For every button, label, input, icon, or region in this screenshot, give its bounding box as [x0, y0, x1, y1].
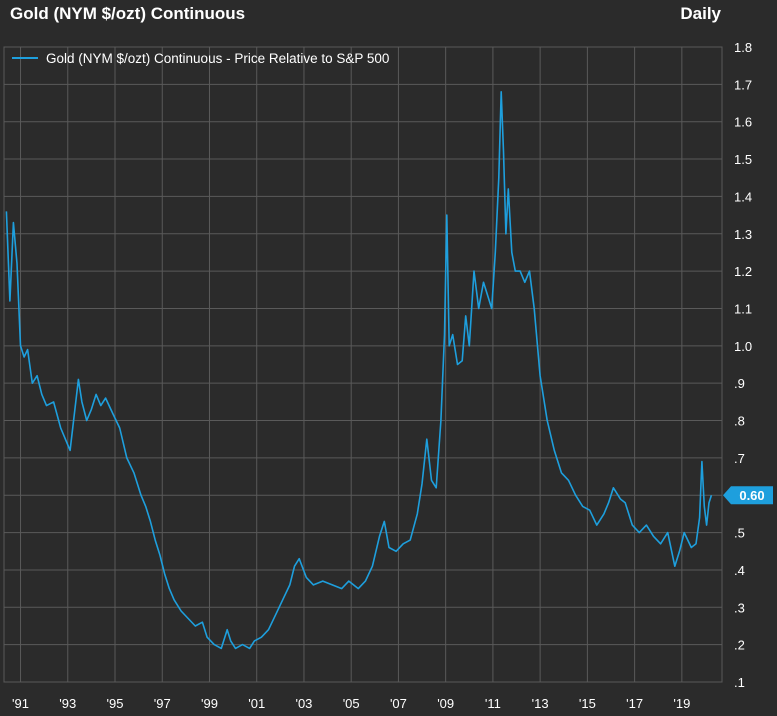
x-tick-label: '11: [485, 696, 501, 711]
y-tick-label: .5: [734, 526, 745, 541]
x-tick-label: '17: [626, 696, 643, 711]
y-tick-label: 1.1: [734, 301, 752, 316]
y-tick-label: .1: [734, 675, 745, 690]
y-tick-label: 1.4: [734, 189, 752, 204]
x-tick-label: '97: [154, 696, 171, 711]
frequency-label[interactable]: Daily: [680, 4, 721, 23]
x-tick-label: '93: [59, 696, 76, 711]
last-value-badge: [723, 486, 773, 505]
x-tick-label: '09: [437, 696, 454, 711]
x-tick-label: '05: [343, 696, 360, 711]
x-tick-label: '01: [248, 696, 265, 711]
x-tick-label: '13: [532, 696, 549, 711]
x-tick-label: '95: [107, 696, 124, 711]
x-tick-label: '15: [579, 696, 596, 711]
y-tick-label: .7: [734, 451, 745, 466]
y-tick-label: .4: [734, 563, 745, 578]
chart-title: Gold (NYM $/ozt) Continuous: [10, 4, 246, 23]
x-tick-label: '03: [295, 696, 312, 711]
y-tick-label: 1.8: [734, 40, 752, 55]
y-tick-label: 1.2: [734, 264, 752, 279]
x-tick-label: '19: [673, 696, 690, 711]
y-tick-label: .2: [734, 638, 745, 653]
x-tick-label: '99: [201, 696, 218, 711]
y-tick-label: .8: [734, 414, 745, 429]
y-tick-label: 1.6: [734, 115, 752, 130]
x-tick-label: '07: [390, 696, 407, 711]
series-line: [5, 91, 713, 650]
legend-label: Gold (NYM $/ozt) Continuous - Price Rela…: [46, 51, 389, 66]
y-tick-label: 1.3: [734, 227, 752, 242]
y-tick-label: .3: [734, 600, 745, 615]
y-tick-label: 1.7: [734, 77, 752, 92]
y-tick-label: 1.0: [734, 339, 752, 354]
last-value-label: 0.60: [739, 488, 764, 503]
y-tick-label: 1.5: [734, 152, 752, 167]
plot-border: [3, 46, 723, 683]
y-tick-label: .9: [734, 376, 745, 391]
x-tick-label: '91: [12, 696, 29, 711]
